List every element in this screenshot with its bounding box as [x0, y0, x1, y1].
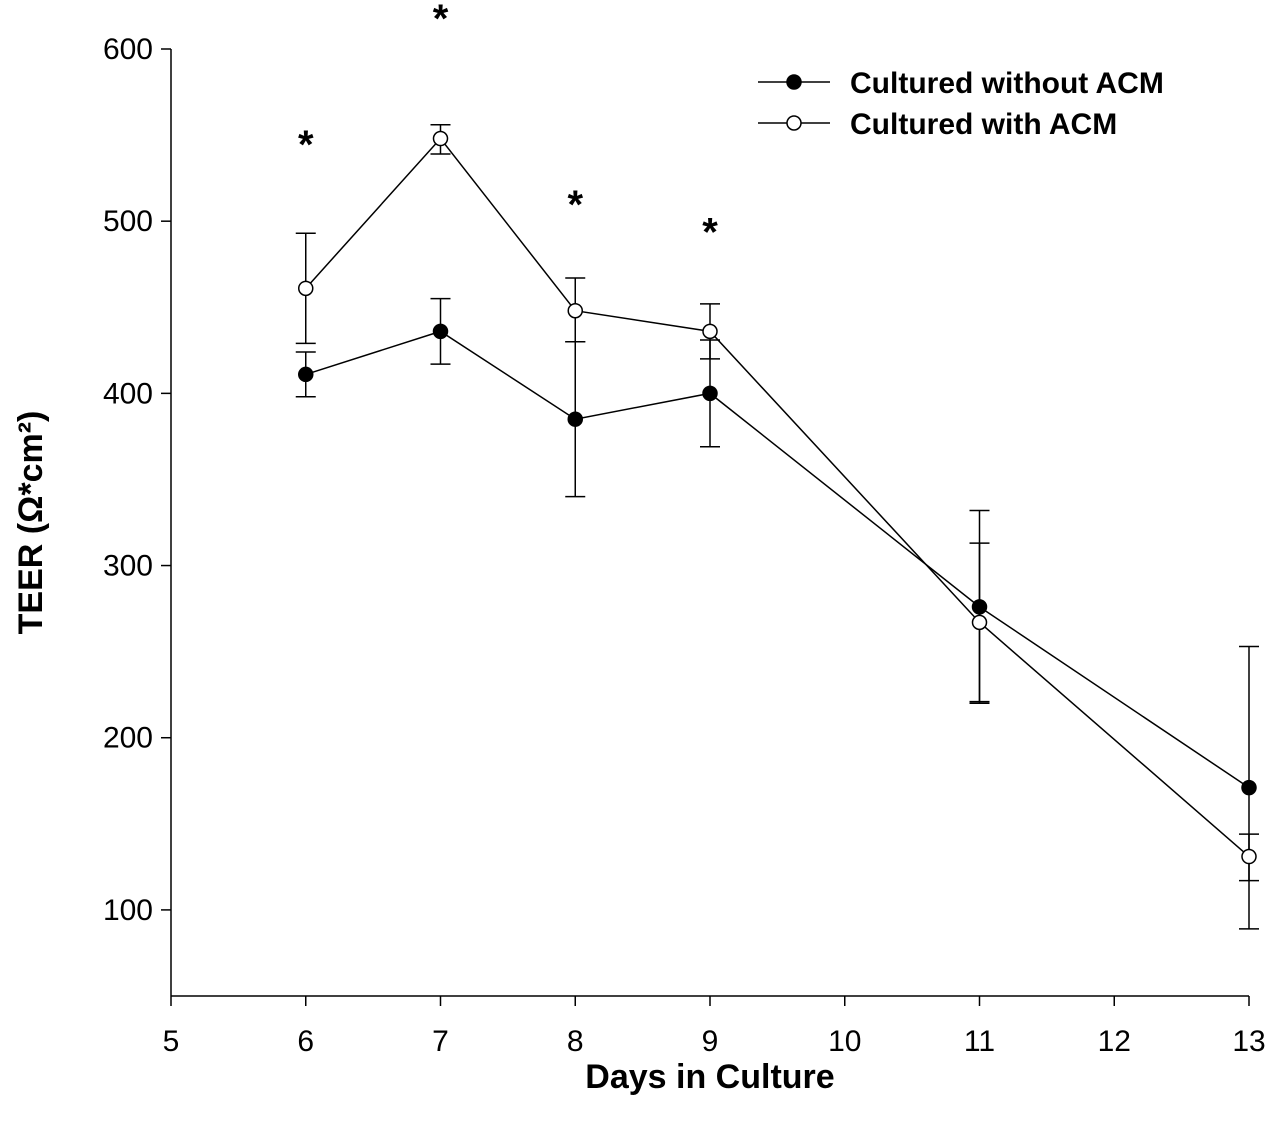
- data-point: [432, 323, 449, 340]
- data-point: [702, 323, 718, 340]
- x-tick-label: 12: [1098, 1025, 1131, 1058]
- legend-label: Cultured with ACM: [850, 108, 1117, 141]
- x-tick-label: 10: [828, 1025, 861, 1058]
- x-tick-label: 7: [432, 1025, 449, 1058]
- significance-asterisk: *: [298, 123, 314, 167]
- x-tick-label: 13: [1232, 1025, 1265, 1058]
- data-point: [1241, 779, 1257, 796]
- legend-label: Cultured without ACM: [850, 67, 1164, 100]
- legend-marker: [786, 74, 802, 90]
- x-tick-label: 8: [567, 1025, 584, 1058]
- data-point: [567, 411, 583, 427]
- data-point: [567, 302, 583, 319]
- x-tick-label: 11: [964, 1025, 995, 1058]
- legend-entry: Cultured without ACM: [758, 67, 1164, 100]
- legend-marker: [786, 115, 802, 131]
- data-point: [971, 614, 988, 631]
- y-tick-label: 300: [103, 550, 153, 583]
- significance-annotations: * * * *: [298, 0, 718, 255]
- y-tick-label: 500: [103, 205, 153, 238]
- y-tick-label: 400: [103, 377, 153, 410]
- significance-asterisk: *: [702, 211, 718, 255]
- data-point: [298, 366, 314, 383]
- y-ticks: 100 200 300 400 500 600: [103, 33, 171, 927]
- series-line: [305, 330, 1250, 789]
- x-axis-title: Days in Culture: [585, 1058, 834, 1096]
- significance-asterisk: *: [433, 0, 449, 41]
- data-point: [1241, 848, 1257, 865]
- series-1: [295, 297, 1259, 882]
- data-point: [432, 130, 449, 147]
- x-tick-label: 6: [297, 1025, 314, 1058]
- y-tick-label: 600: [103, 33, 153, 66]
- y-tick-label: 100: [103, 894, 153, 927]
- legend: Cultured without ACM Cultured with ACM: [758, 67, 1164, 141]
- series-2: [295, 124, 1259, 930]
- significance-asterisk: *: [567, 183, 583, 227]
- data-point: [298, 280, 314, 297]
- x-tick-label: 9: [702, 1025, 719, 1058]
- y-axis-title: TEER (Ω*cm²): [12, 411, 50, 635]
- plot-area: [295, 124, 1259, 930]
- x-ticks: 5 6 7 8 9 10 11 12 13: [163, 996, 1266, 1058]
- data-point: [702, 385, 718, 402]
- legend-entry: Cultured with ACM: [758, 108, 1117, 141]
- axes: 100 200 300 400 500 600 5 6 7 8 9 10 11 12 13: [103, 33, 1266, 1058]
- series-line: [305, 137, 1250, 858]
- x-tick-label: 5: [163, 1025, 180, 1058]
- y-tick-label: 200: [103, 722, 153, 755]
